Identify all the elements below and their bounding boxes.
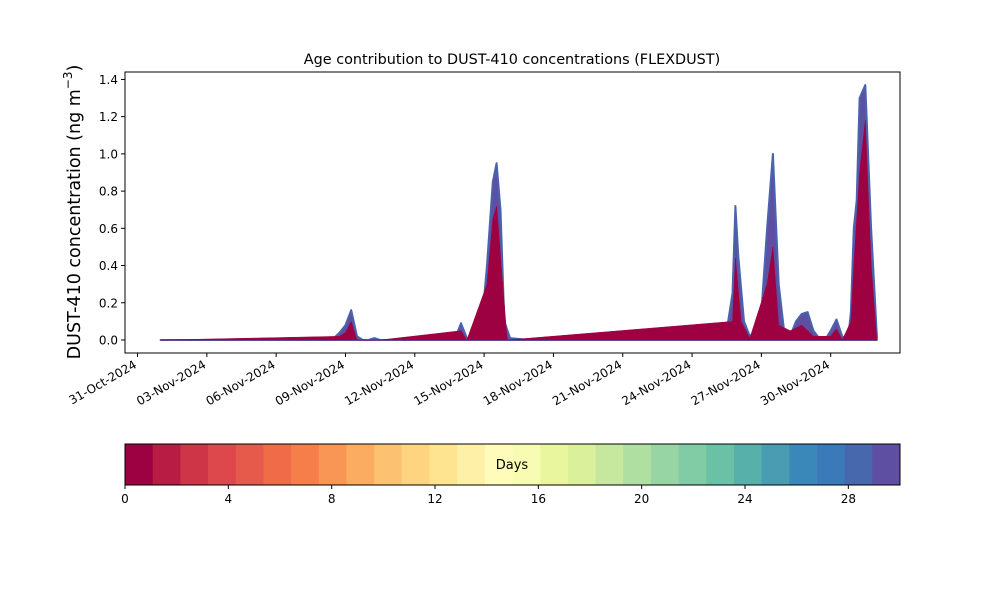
y-tick-label: 0.6 — [99, 222, 118, 236]
y-tick-label: 0.4 — [99, 259, 118, 273]
x-tick-label: 03-Nov-2024 — [134, 357, 208, 408]
x-tick-label: 06-Nov-2024 — [203, 357, 277, 408]
colorbar-cell — [374, 444, 403, 485]
colorbar-cell — [595, 444, 624, 485]
colorbar-cell — [567, 444, 596, 485]
x-tick-label: 30-Nov-2024 — [758, 357, 832, 408]
x-tick-label: 21-Nov-2024 — [550, 357, 624, 408]
axes-frame — [124, 71, 901, 354]
colorbar-ticks: 0 4 8 12 16 20 24 28 — [121, 485, 856, 506]
x-tick-label: 24-Nov-2024 — [619, 357, 693, 408]
x-tick-label: 15-Nov-2024 — [411, 357, 485, 408]
y-tick-label: 1.2 — [99, 110, 118, 124]
colorbar-tick-label: 24 — [737, 492, 752, 506]
y-axis-label-main: DUST-410 concentration (ng m — [65, 89, 85, 359]
colorbar-cell — [484, 444, 513, 485]
colorbar-cell — [872, 444, 901, 485]
colorbar-cell — [512, 444, 541, 485]
y-tick-label: 0.0 — [99, 333, 118, 347]
colorbar-cell — [540, 444, 569, 485]
colorbar-cells — [125, 444, 901, 485]
x-tick-label: 09-Nov-2024 — [273, 357, 347, 408]
colorbar-cell — [706, 444, 735, 485]
colorbar-cell — [623, 444, 652, 485]
y-axis-label: DUST-410 concentration (ng m−3) — [61, 65, 85, 360]
colorbar-cell — [291, 444, 320, 485]
colorbar-label: Days — [496, 458, 529, 473]
x-tick-label: 12-Nov-2024 — [342, 357, 416, 408]
y-tick-label: 1.4 — [99, 73, 118, 87]
colorbar-cell — [789, 444, 818, 485]
colorbar-tick-label: 8 — [328, 492, 336, 506]
x-tick-label: 18-Nov-2024 — [481, 357, 555, 408]
colorbar: Days 0 4 8 12 16 20 24 28 — [121, 443, 901, 506]
colorbar-cell — [318, 444, 347, 485]
colorbar-tick-label: 0 — [121, 492, 129, 506]
colorbar-tick-label: 16 — [531, 492, 546, 506]
colorbar-frame — [124, 443, 901, 486]
colorbar-cell — [429, 444, 458, 485]
colorbar-cell — [235, 444, 264, 485]
colorbar-cell — [346, 444, 375, 485]
colorbar-cell — [816, 444, 846, 485]
colorbar-cell — [180, 444, 209, 485]
y-tick-label: 1.0 — [99, 147, 118, 161]
colorbar-tick-label: 12 — [427, 492, 442, 506]
colorbar-cell — [844, 444, 873, 485]
x-tick-label: 27-Nov-2024 — [689, 357, 763, 408]
colorbar-cell — [208, 444, 237, 485]
colorbar-cell — [401, 444, 430, 485]
colorbar-cell — [733, 444, 763, 485]
y-axis-label-close: ) — [65, 65, 85, 72]
y-tick-label: 0.2 — [99, 296, 118, 310]
colorbar-cell — [678, 444, 707, 485]
series-area-1 — [160, 120, 878, 341]
x-axis-ticks: 31-Oct-202403-Nov-202406-Nov-202409-Nov-… — [67, 353, 832, 408]
colorbar-cell — [152, 444, 181, 485]
colorbar-cell — [263, 444, 292, 485]
y-tick-label: 0.8 — [99, 185, 118, 199]
colorbar-tick-label: 28 — [841, 492, 856, 506]
colorbar-cell — [125, 444, 154, 485]
colorbar-tick-label: 20 — [634, 492, 649, 506]
plot-area: Age contribution to DUST-410 concentrati… — [61, 52, 901, 408]
y-axis-ticks: 0.0 0.2 0.4 0.6 0.8 1.0 1.2 1.4 — [99, 73, 125, 347]
colorbar-tick-label: 4 — [225, 492, 233, 506]
series-layer — [159, 84, 878, 341]
y-axis-label-superscript: −3 — [61, 71, 75, 89]
colorbar-cell — [650, 444, 679, 485]
colorbar-cell — [761, 444, 790, 485]
colorbar-cell — [457, 444, 486, 485]
chart-title: Age contribution to DUST-410 concentrati… — [304, 52, 720, 68]
x-tick-label: 31-Oct-2024 — [67, 357, 139, 407]
